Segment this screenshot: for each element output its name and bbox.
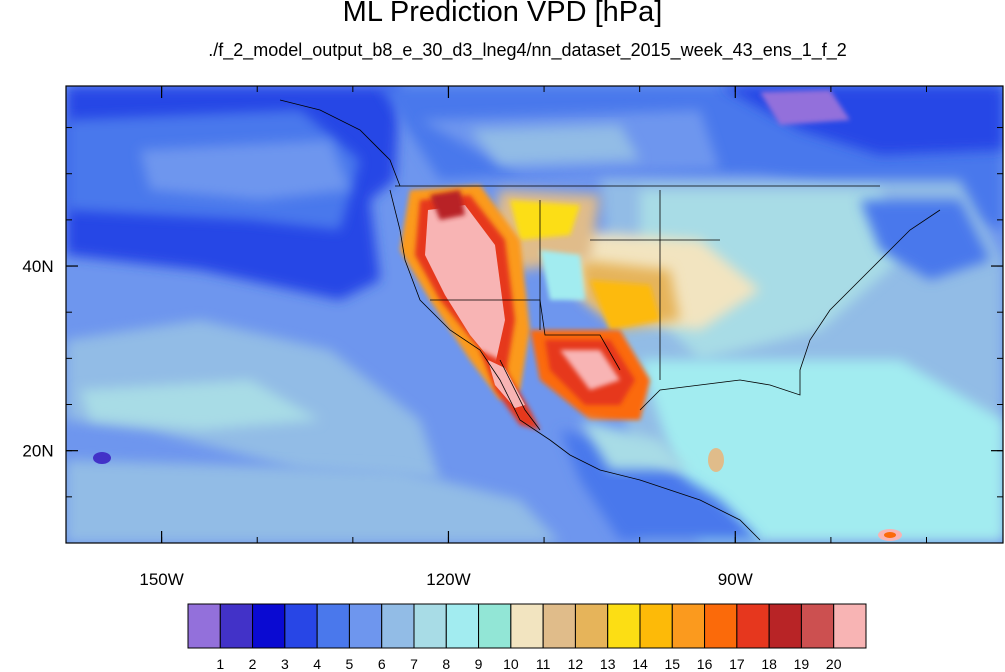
colorbar-label: 20 [826, 656, 842, 672]
plot-frame [65, 85, 1004, 544]
colorbar-label: 19 [794, 656, 810, 672]
colorbar-box [284, 603, 318, 649]
colorbar-box [607, 603, 641, 649]
colorbar-label: 4 [313, 656, 321, 672]
colorbar-box [252, 603, 286, 649]
colorbar-label: 1 [216, 656, 224, 672]
lon-tick-label: 150W [139, 570, 183, 589]
map-subtitle: ./f_2_model_output_b8_e_30_d3_lneg4/nn_d… [208, 40, 847, 60]
colorbar-label: 14 [632, 656, 648, 672]
colorbar-box [704, 603, 738, 649]
lat-tick-label: 40N [22, 257, 53, 276]
colorbar: 1 2 3 4 5 6 7 8 9 10 11 12 13 14 15 16 17 18 19 20 [187, 603, 867, 672]
vpd-field [66, 86, 1003, 543]
colorbar-label: 18 [761, 656, 777, 672]
colorbar-label: 2 [249, 656, 257, 672]
colorbar-label: 6 [378, 656, 386, 672]
map-title: ML Prediction VPD [hPa] [342, 0, 663, 28]
colorbar-box [574, 603, 609, 649]
colorbar-box [768, 603, 802, 649]
colorbar-box [639, 603, 673, 649]
colorbar-label: 17 [729, 656, 745, 672]
colorbar-label: 5 [346, 656, 354, 672]
colorbar-label: 3 [281, 656, 289, 672]
colorbar-label: 12 [568, 656, 584, 672]
colorbar-box [187, 603, 221, 649]
colorbar-label: 15 [664, 656, 680, 672]
colorbar-label: 9 [475, 656, 483, 672]
colorbar-box [381, 603, 415, 649]
colorbar-box [800, 603, 835, 649]
colorbar-box [316, 603, 350, 649]
colorbar-box [413, 603, 447, 649]
colorbar-box [219, 603, 254, 649]
lon-tick-label: 120W [426, 570, 470, 589]
colorbar-label: 16 [697, 656, 713, 672]
colorbar-label: 13 [600, 656, 616, 672]
colorbar-box [348, 603, 383, 649]
coastlines [279, 99, 941, 541]
lat-tick-label: 20N [22, 442, 53, 461]
axis-ticks: 150W 120W 90W 40N 20N [22, 86, 1003, 589]
colorbar-box [833, 603, 867, 649]
colorbar-box [542, 603, 576, 649]
colorbar-box [445, 603, 480, 649]
colorbar-box [736, 603, 770, 649]
lon-tick-label: 90W [718, 570, 753, 589]
colorbar-label: 11 [536, 656, 551, 672]
colorbar-label: 8 [442, 656, 450, 672]
colorbar-box [671, 603, 706, 649]
colorbar-label: 7 [410, 656, 418, 672]
colorbar-label: 10 [503, 656, 519, 672]
colorbar-box [478, 603, 512, 649]
colorbar-box [510, 603, 544, 649]
